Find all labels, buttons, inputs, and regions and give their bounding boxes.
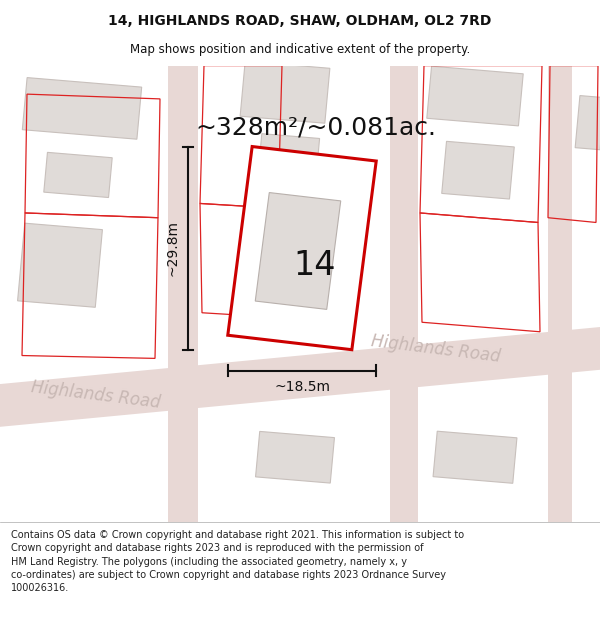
Polygon shape [575,96,600,150]
Polygon shape [0,327,600,427]
Text: Map shows position and indicative extent of the property.: Map shows position and indicative extent… [130,42,470,56]
Text: 14: 14 [294,249,336,282]
Polygon shape [256,431,334,483]
Polygon shape [240,61,330,123]
Text: Contains OS data © Crown copyright and database right 2021. This information is : Contains OS data © Crown copyright and d… [11,530,464,593]
Polygon shape [548,66,572,522]
Text: ~29.8m: ~29.8m [166,220,180,276]
Polygon shape [22,78,142,139]
Polygon shape [228,146,376,350]
Text: 14, HIGHLANDS ROAD, SHAW, OLDHAM, OL2 7RD: 14, HIGHLANDS ROAD, SHAW, OLDHAM, OL2 7R… [109,14,491,28]
Polygon shape [44,152,112,198]
Text: Highlands Road: Highlands Road [30,379,161,412]
Text: Highlands Road: Highlands Road [370,332,502,366]
Text: ~18.5m: ~18.5m [274,380,330,394]
Polygon shape [390,66,418,522]
Polygon shape [256,134,320,197]
Polygon shape [168,66,198,522]
Polygon shape [427,66,523,126]
Polygon shape [442,141,514,199]
Polygon shape [255,192,341,309]
Polygon shape [17,223,103,308]
Polygon shape [433,431,517,483]
Text: ~328m²/~0.081ac.: ~328m²/~0.081ac. [195,116,436,139]
